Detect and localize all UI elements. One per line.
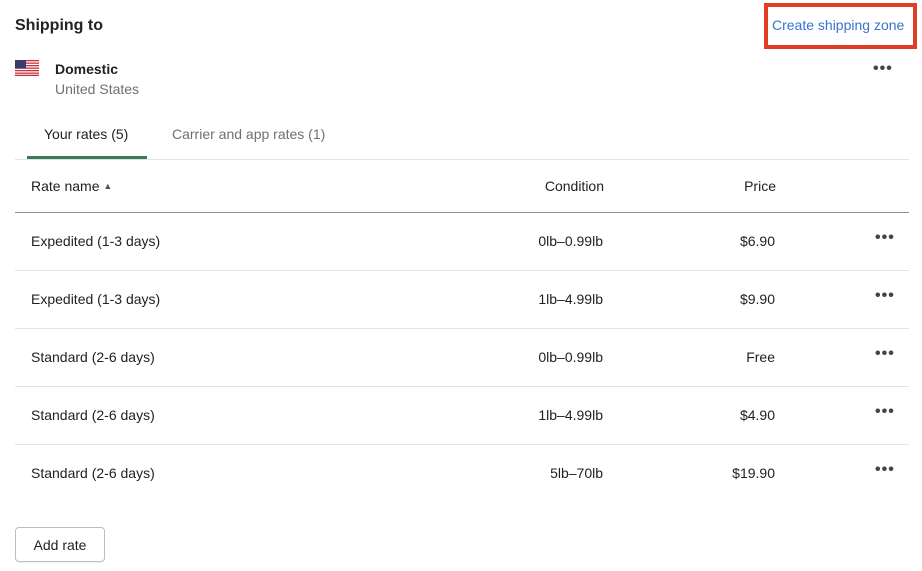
rate-name: Standard (2-6 days) (31, 407, 155, 423)
row-more-actions-button[interactable]: ••• (875, 345, 895, 362)
tabs-divider (15, 159, 909, 160)
rate-price: $6.90 (739, 233, 775, 249)
rate-price: $9.90 (739, 291, 775, 307)
row-more-actions-button[interactable]: ••• (875, 229, 895, 246)
rate-condition: 5lb–70lb (550, 465, 603, 481)
rate-name: Standard (2-6 days) (31, 349, 155, 365)
rate-name: Expedited (1-3 days) (31, 233, 161, 249)
add-rate-button[interactable]: Add rate (15, 527, 105, 562)
row-more-actions-button[interactable]: ••• (875, 461, 895, 478)
us-flag-icon (15, 60, 39, 76)
zone-name: Domestic (55, 61, 119, 77)
column-header-price: Price (744, 178, 776, 194)
sort-ascending-icon: ▲ (103, 181, 113, 191)
rate-price: Free (746, 349, 775, 365)
rate-name: Expedited (1-3 days) (31, 291, 161, 307)
header-divider (15, 212, 909, 213)
create-shipping-zone-link[interactable]: Create shipping zone (772, 17, 905, 33)
row-more-actions-button[interactable]: ••• (875, 403, 895, 420)
row-more-actions-button[interactable]: ••• (875, 287, 895, 304)
rate-condition: 0lb–0.99lb (538, 233, 603, 249)
zone-more-actions-button[interactable]: ••• (873, 60, 893, 77)
rate-condition: 1lb–4.99lb (538, 407, 603, 423)
table-row: Standard (2-6 days) 5lb–70lb $19.90 ••• (15, 445, 909, 503)
highlight-box (764, 3, 917, 49)
rate-price: $4.90 (739, 407, 775, 423)
column-header-condition: Condition (544, 178, 604, 194)
active-tab-indicator (27, 156, 147, 159)
tab-carrier-rates[interactable]: Carrier and app rates (1) (172, 126, 326, 142)
table-row: Standard (2-6 days) 1lb–4.99lb $4.90 ••• (15, 387, 909, 445)
rate-price: $19.90 (732, 465, 775, 481)
rate-name-label: Rate name (31, 178, 100, 194)
zone-country: United States (55, 81, 140, 97)
rate-name: Standard (2-6 days) (31, 465, 155, 481)
column-header-rate-name[interactable]: Rate name ▲ (31, 178, 112, 194)
rate-condition: 1lb–4.99lb (538, 291, 603, 307)
tab-your-rates[interactable]: Your rates (5) (44, 126, 129, 142)
section-title: Shipping to (15, 17, 103, 34)
rate-condition: 0lb–0.99lb (538, 349, 603, 365)
table-row: Standard (2-6 days) 0lb–0.99lb Free ••• (15, 329, 909, 387)
table-row: Expedited (1-3 days) 1lb–4.99lb $9.90 ••… (15, 271, 909, 329)
table-row: Expedited (1-3 days) 0lb–0.99lb $6.90 ••… (15, 213, 909, 271)
